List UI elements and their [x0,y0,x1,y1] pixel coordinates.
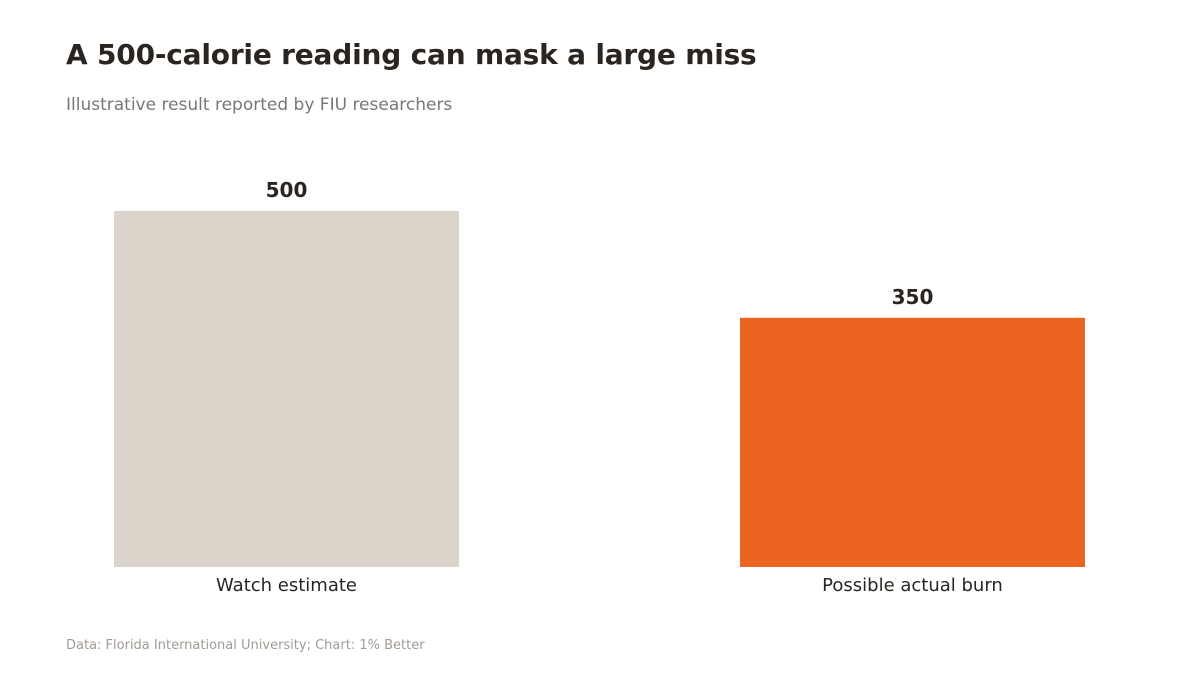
source-note: Data: Florida International University; … [66,638,425,653]
category-label-possible-actual-burn: Possible actual burn [822,575,1003,596]
chart-title: A 500-calorie reading can mask a large m… [66,38,757,71]
category-label-watch-estimate: Watch estimate [216,575,357,596]
value-label-possible-actual-burn: 350 [892,285,934,309]
value-label-watch-estimate: 500 [266,178,308,202]
bar-possible-actual-burn [740,317,1085,567]
bar-watch-estimate [114,211,459,567]
chart-subtitle: Illustrative result reported by FIU rese… [66,95,453,115]
